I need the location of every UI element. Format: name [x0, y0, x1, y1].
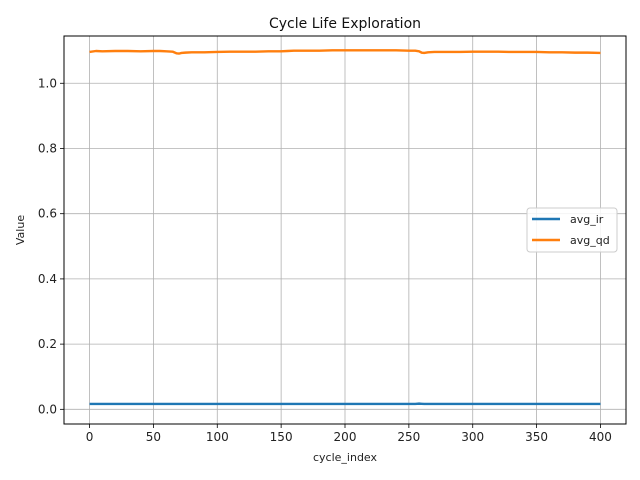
y-tick-label: 0.4 [38, 272, 57, 286]
legend: avg_ir avg_qd [526, 207, 618, 253]
legend-label-avg_ir: avg_ir [570, 213, 604, 226]
y-tick-label: 0.2 [38, 337, 57, 351]
x-tick-label: 50 [146, 430, 161, 444]
ticks-layer: 0 50 100 150 200 250 300 350 400 0.0 0.2 0.4 0.6 0.8 1… [38, 76, 612, 444]
x-tick-label: 200 [334, 430, 357, 444]
y-tick-label: 0.0 [38, 402, 57, 416]
x-axis-label: cycle_index [313, 451, 378, 464]
y-tick-label: 1.0 [38, 76, 57, 90]
x-tick-label: 150 [270, 430, 293, 444]
x-tick-label: 250 [397, 430, 420, 444]
x-tick-label: 400 [589, 430, 612, 444]
x-tick-label: 300 [461, 430, 484, 444]
y-tick-label: 0.8 [38, 141, 57, 155]
series-line-avg_qd [89, 49, 601, 55]
chart-title: Cycle Life Exploration [269, 16, 421, 32]
series-layer [89, 49, 601, 406]
x-tick-label: 350 [525, 430, 548, 444]
y-tick-label: 0.6 [38, 207, 57, 221]
legend-label-avg_qd: avg_qd [570, 234, 610, 247]
y-axis-label: Value [14, 215, 27, 245]
x-tick-label: 100 [206, 430, 229, 444]
x-tick-label: 0 [86, 430, 94, 444]
